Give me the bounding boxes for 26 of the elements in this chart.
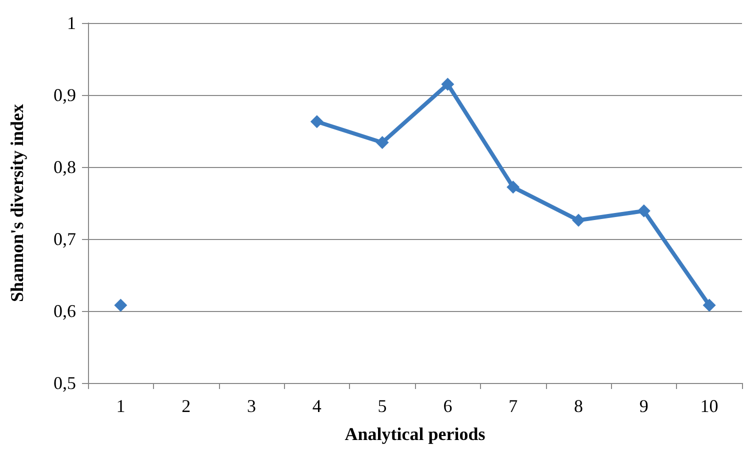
y-tick-label: 0,8 bbox=[54, 157, 76, 177]
point bbox=[310, 115, 324, 128]
x-tick-label: 6 bbox=[443, 396, 452, 416]
y-tick-label: 1 bbox=[67, 13, 76, 33]
y-tick-label: 0,5 bbox=[54, 373, 76, 393]
point bbox=[376, 136, 389, 150]
y-tick-label: 0,9 bbox=[54, 85, 76, 105]
x-tick-label: 8 bbox=[574, 396, 583, 416]
x-tick-label: 10 bbox=[700, 396, 718, 416]
y-axis-title: Shannon's diversity index bbox=[7, 104, 27, 302]
x-tick-label: 4 bbox=[312, 396, 322, 416]
x-tick-label: 9 bbox=[639, 396, 648, 416]
point bbox=[572, 214, 585, 227]
x-tick-label: 2 bbox=[182, 396, 191, 416]
point bbox=[114, 298, 128, 312]
y-tick-label: 0,6 bbox=[54, 301, 76, 321]
x-tick-label: 3 bbox=[247, 396, 256, 416]
point bbox=[506, 180, 520, 194]
y-tick-label: 0,7 bbox=[54, 229, 76, 249]
x-tick-label: 5 bbox=[378, 396, 387, 416]
x-axis-title: Analytical periods bbox=[344, 424, 486, 444]
point bbox=[637, 204, 650, 218]
point bbox=[441, 78, 454, 91]
point bbox=[702, 298, 716, 312]
x-tick-label: 7 bbox=[508, 396, 518, 416]
x-tick-label: 1 bbox=[116, 396, 126, 416]
